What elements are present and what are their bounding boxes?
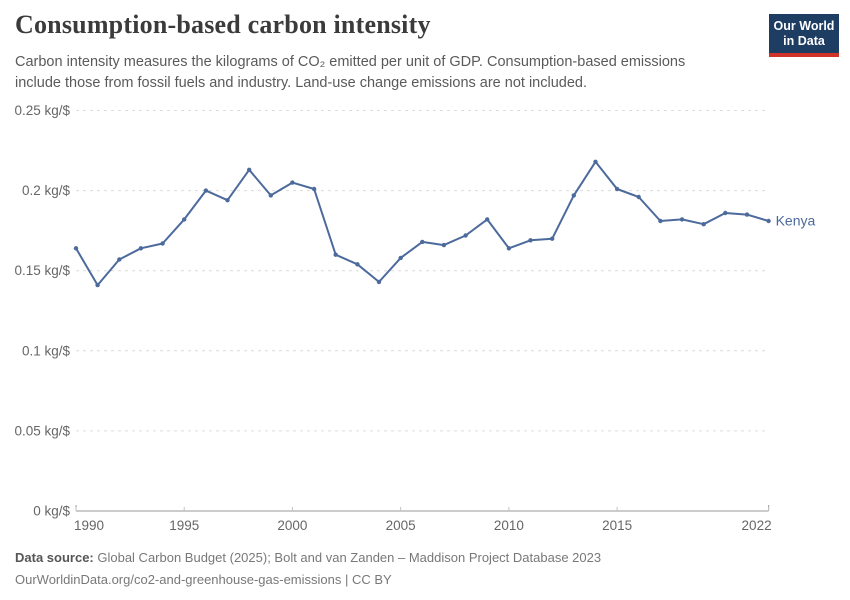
owid-logo-line2: in Data [783, 33, 825, 48]
data-point[interactable] [138, 246, 144, 251]
data-point[interactable] [441, 242, 447, 248]
data-point[interactable] [376, 279, 382, 285]
data-point[interactable] [355, 262, 360, 267]
data-point[interactable] [679, 217, 685, 222]
x-axis-tick-label: 2015 [602, 518, 632, 533]
data-point[interactable] [485, 217, 490, 222]
data-source-label: Data source: [15, 550, 94, 565]
data-point[interactable] [203, 188, 209, 193]
data-point[interactable] [160, 241, 165, 246]
data-point[interactable] [95, 282, 100, 288]
x-axis-tick-label: 1995 [169, 518, 199, 533]
chart-footer: Data source: Global Carbon Budget (2025)… [15, 547, 601, 591]
data-point[interactable] [333, 252, 338, 257]
data-point[interactable] [290, 180, 295, 185]
data-point[interactable] [247, 167, 252, 172]
owid-logo[interactable]: Our World in Data [769, 14, 839, 57]
data-point[interactable] [398, 255, 403, 261]
data-point[interactable] [571, 193, 576, 198]
y-axis-tick-label: 0.1 kg/$ [22, 343, 71, 358]
data-point[interactable] [614, 186, 620, 192]
data-point[interactable] [463, 233, 468, 238]
data-point[interactable] [701, 222, 706, 227]
owid-logo-line1: Our World [773, 19, 835, 33]
kenya-line[interactable] [75, 160, 770, 287]
data-point[interactable] [636, 194, 641, 200]
data-point[interactable] [658, 218, 663, 224]
data-source-text: Global Carbon Budget (2025); Bolt and va… [93, 550, 602, 565]
x-axis-tick-label: 1990 [74, 518, 104, 533]
data-point[interactable] [506, 246, 512, 251]
data-point[interactable] [593, 159, 598, 164]
data-point[interactable] [744, 212, 750, 217]
x-axis-tick-label: 2010 [494, 518, 524, 533]
data-point[interactable] [268, 193, 273, 198]
data-point[interactable] [420, 239, 425, 245]
citation-link[interactable]: OurWorldinData.org/co2-and-greenhouse-ga… [15, 571, 392, 587]
data-point[interactable] [73, 246, 79, 251]
data-point[interactable] [182, 217, 187, 222]
data-point[interactable] [225, 198, 230, 203]
data-point[interactable] [550, 236, 555, 241]
chart-subtitle: Carbon intensity measures the kilograms … [15, 54, 686, 91]
y-axis-tick-label: 0 kg/$ [33, 504, 70, 519]
x-axis-tick-label: 2022 [742, 518, 772, 533]
y-axis-tick-label: 0.2 kg/$ [22, 183, 71, 198]
y-axis-tick-label: 0.25 kg/$ [14, 103, 70, 118]
y-axis-tick-label: 0.15 kg/$ [14, 263, 70, 278]
data-point[interactable] [117, 257, 122, 262]
data-source-line: Data source: Global Carbon Budget (2025)… [15, 547, 601, 569]
series-label-kenya[interactable]: Kenya [776, 213, 816, 229]
x-axis-tick-label: 2000 [277, 518, 307, 533]
data-point[interactable] [311, 186, 317, 192]
data-point[interactable] [723, 210, 728, 216]
x-axis-tick-label: 2005 [386, 518, 416, 533]
data-point[interactable] [766, 218, 771, 224]
y-axis-tick-label: 0.05 kg/$ [14, 423, 70, 438]
page-title: Consumption-based carbon intensity [15, 10, 431, 39]
data-point[interactable] [528, 238, 533, 243]
